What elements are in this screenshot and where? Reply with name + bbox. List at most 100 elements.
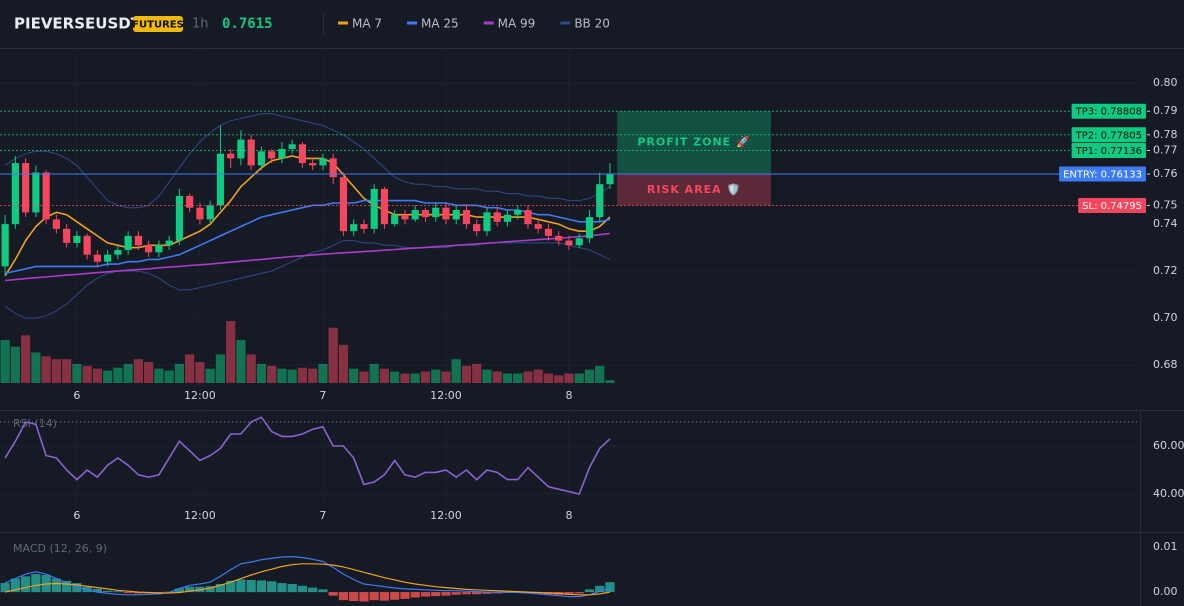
macd-line [4, 555, 611, 598]
candle-body [32, 172, 40, 213]
histogram-bar [564, 592, 574, 595]
candle-body [145, 245, 153, 253]
histogram-bar [605, 582, 615, 593]
histogram-bar [574, 592, 584, 594]
candle-body [124, 235, 132, 250]
volume-bar [174, 363, 185, 383]
volume-bar [256, 363, 267, 383]
level-tag [1059, 166, 1146, 182]
histogram-bar [185, 586, 195, 593]
volume-bar [195, 362, 205, 383]
volume-bar [420, 371, 431, 383]
y-tick-label: 60.00 [1153, 439, 1184, 452]
histogram-bar [400, 592, 410, 599]
volume-bar [31, 352, 41, 383]
candle-body [401, 214, 409, 220]
candle-body [42, 172, 50, 220]
candle-body [421, 210, 430, 218]
level-label: SL: 0.74795 [1082, 201, 1142, 212]
candle-body [227, 153, 235, 159]
candle-body [391, 214, 399, 225]
volume-bar [595, 365, 605, 383]
x-tick-label: 12:00 [184, 509, 216, 522]
volume-bar [400, 373, 410, 383]
legend: MA 7 MA 25 MA 99 BB 20 [338, 17, 610, 31]
histogram-bar [123, 592, 133, 593]
bollinger-upper [4, 113, 611, 209]
histogram-bar [492, 592, 502, 594]
x-tick-label: 12:00 [430, 509, 462, 522]
volume-bar [297, 367, 308, 383]
zone-label: RISK AREA 🛡️ [647, 183, 741, 196]
y-tick-label: 40.00 [1153, 487, 1184, 500]
level-tick: 0.77 [1153, 143, 1178, 156]
volume-bar [461, 365, 472, 383]
x-tick-label: 6 [73, 389, 80, 402]
volume-bar [144, 362, 154, 383]
volume-bar [564, 373, 574, 383]
candle-body [452, 210, 460, 220]
volume-bar [379, 368, 390, 383]
histogram-bar [246, 579, 256, 593]
candle-body [503, 214, 512, 222]
histogram-bar [205, 586, 215, 593]
histogram-bar [51, 578, 61, 593]
candle-body [534, 224, 542, 229]
candle-body [83, 235, 91, 255]
histogram-bar [236, 579, 246, 593]
volume-bar [584, 369, 595, 383]
volume-bar [92, 368, 103, 383]
histogram-bar [359, 592, 369, 602]
histogram-bar [595, 585, 605, 593]
volume-bar [554, 375, 564, 383]
candle-body [380, 188, 389, 225]
panel-title: MACD (12, 26, 9) [13, 542, 107, 555]
moving-average [4, 199, 611, 275]
volume-bar [318, 363, 328, 383]
candle-body [175, 195, 183, 241]
candle-body [360, 224, 368, 229]
histogram-bar [461, 592, 472, 595]
candle-body [257, 151, 266, 166]
volume-bar [246, 354, 256, 383]
histogram-bar [267, 581, 277, 593]
volume-bar [277, 368, 287, 383]
histogram-bar [441, 592, 451, 596]
level-label: TP2: 0.77805 [1075, 130, 1142, 141]
volume-bar [482, 369, 492, 383]
candle-body [596, 184, 604, 218]
level-tag [1071, 103, 1146, 119]
candle-body [186, 195, 194, 208]
histogram-bar [584, 589, 595, 593]
histogram-bar [349, 592, 359, 602]
candle-body [196, 207, 204, 220]
volume-bar [502, 373, 513, 383]
histogram-bar [410, 592, 420, 598]
y-tick-label: 0.01 [1153, 540, 1178, 553]
candle-body [155, 245, 163, 253]
histogram-bar [390, 592, 400, 600]
level-tag [1078, 197, 1146, 213]
volume-bar [328, 327, 338, 383]
volume-bar [410, 373, 420, 383]
candle-body [216, 153, 225, 206]
candle-body [11, 163, 19, 225]
histogram-bar [215, 583, 226, 593]
candle-body [93, 254, 101, 262]
zone-label: PROFIT ZONE 🚀 [637, 136, 750, 149]
candle-body [114, 249, 122, 255]
candle-body [524, 210, 532, 225]
candle-body [278, 148, 286, 159]
level-tag [1071, 142, 1146, 158]
volume-bar [164, 370, 174, 383]
x-tick-label: 12:00 [430, 389, 462, 402]
candle-body [22, 163, 30, 213]
histogram-bar [379, 592, 390, 601]
candle-body [268, 151, 276, 159]
volume-bar [72, 363, 82, 383]
candle-body [237, 139, 245, 159]
x-tick-label: 7 [319, 509, 326, 522]
candle-body [1, 224, 9, 267]
candle-body [411, 210, 419, 220]
level-tick: 0.75 [1153, 198, 1178, 211]
